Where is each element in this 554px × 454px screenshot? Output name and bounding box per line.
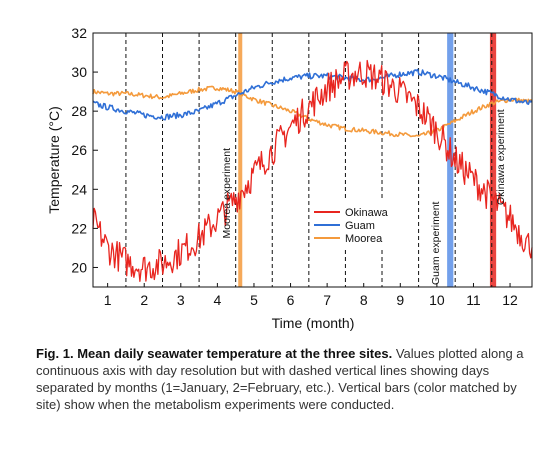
x-tick-label: 5: [250, 292, 258, 308]
x-tick-label: 4: [213, 292, 221, 308]
x-tick-label: 11: [466, 292, 481, 308]
y-tick-label: 20: [71, 259, 87, 275]
experiment-labels: Moorea experiment Guam experiment Okinawa …: [221, 109, 507, 285]
x-axis-label: Time (month): [272, 315, 355, 331]
legend-label-moorea: Moorea: [345, 233, 383, 245]
experiment-bars: [238, 33, 497, 287]
y-tick-label: 26: [71, 142, 87, 158]
y-tick-label: 24: [71, 181, 87, 197]
series-line-okinawa: [92, 59, 533, 282]
x-tick-label: 6: [287, 292, 295, 308]
experiment-bar-1: [447, 33, 454, 287]
series-line-moorea: [92, 85, 533, 138]
experiment-label-1: Guam experiment: [430, 201, 442, 285]
y-tick-label: 30: [71, 64, 87, 80]
x-tick-label: 9: [396, 292, 404, 308]
experiment-label-2: Okinawa experiment: [495, 109, 507, 205]
caption-body: Values plotted along a continuous axis w…: [36, 346, 524, 412]
y-tick-label: 32: [71, 25, 87, 41]
experiment-bar-2: [489, 33, 497, 287]
x-tick-label: 3: [177, 292, 185, 308]
x-tick-label: 12: [502, 292, 518, 308]
legend-label-okinawa: Okinawa: [345, 207, 389, 219]
x-tick-label: 8: [360, 292, 368, 308]
x-tick-label: 7: [323, 292, 331, 308]
experiment-bar-0: [238, 33, 243, 287]
y-tick-label: 22: [71, 220, 87, 236]
experiment-label-0: Moorea experiment: [221, 148, 233, 239]
temperature-chart: Moorea experiment Guam experiment Okinawa …: [46, 25, 533, 331]
plot-frame: [92, 32, 533, 288]
y-axis-label: Temperature (°C): [46, 106, 62, 214]
x-tick-label: 1: [104, 292, 112, 308]
y-tick-label: 28: [71, 103, 87, 119]
caption-label: Fig. 1.: [36, 346, 74, 361]
caption-title: Mean daily seawater temperature at the t…: [77, 346, 393, 361]
legend-label-guam: Guam: [345, 220, 375, 232]
series-line-guam: [92, 68, 533, 121]
series-lines: [92, 59, 533, 282]
x-tick-label: 2: [140, 292, 148, 308]
figure-caption: Fig. 1. Mean daily seawater temperature …: [36, 345, 542, 413]
x-tick-label: 10: [429, 292, 445, 308]
